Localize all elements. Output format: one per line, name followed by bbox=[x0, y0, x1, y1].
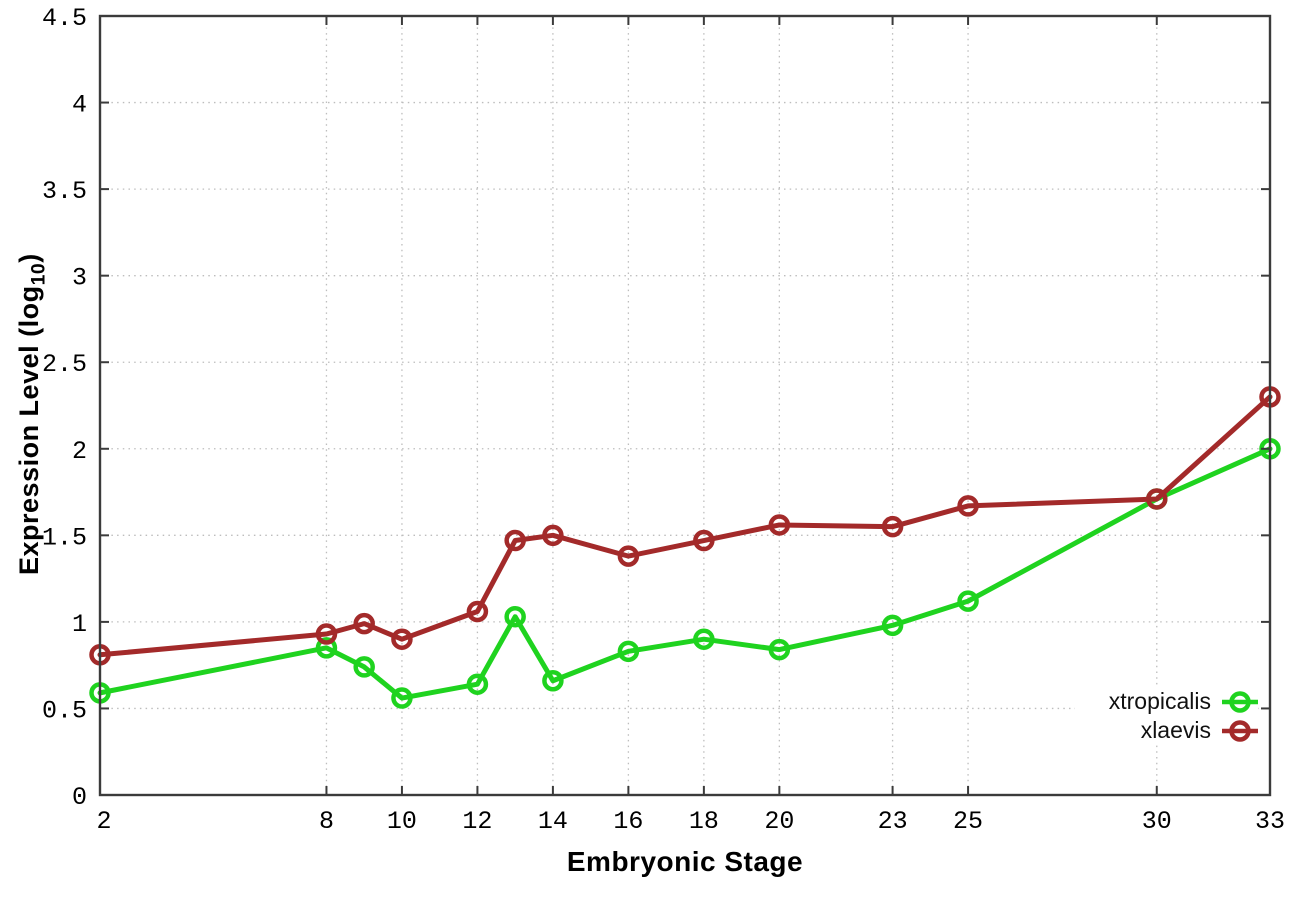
series-line-xtropicalis bbox=[97, 446, 1273, 701]
y-tick-label: 1 bbox=[72, 610, 87, 639]
data-point-xlaevis bbox=[504, 529, 526, 552]
plot-border bbox=[98, 14, 1272, 797]
data-point-xtropicalis bbox=[353, 656, 375, 678]
y-tick-label: 1.5 bbox=[42, 523, 87, 552]
y-tick-label: 2.5 bbox=[42, 350, 87, 379]
y-tick-label: 0.5 bbox=[42, 696, 87, 725]
y-axis-title: Expression Level (log10) bbox=[14, 253, 50, 575]
y-axis-title-subscript: 10 bbox=[27, 262, 50, 286]
x-tick-label: 10 bbox=[387, 807, 417, 836]
y-tick-label: 3.5 bbox=[42, 177, 87, 206]
data-point-xtropicalis bbox=[693, 628, 715, 650]
y-tick-label: 3 bbox=[72, 264, 87, 293]
data-point-xlaevis bbox=[315, 623, 338, 645]
data-point-xtropicalis bbox=[315, 637, 338, 659]
x-tick-label: 2 bbox=[96, 807, 111, 836]
y-axis-title-suffix: ) bbox=[14, 253, 44, 263]
data-point-xlaevis bbox=[768, 514, 791, 536]
data-point-xlaevis bbox=[466, 600, 489, 623]
data-point-xtropicalis bbox=[957, 590, 979, 612]
data-point-xtropicalis bbox=[617, 640, 640, 663]
y-tick-label: 4.5 bbox=[42, 4, 87, 33]
y-tick-label: 0 bbox=[72, 783, 87, 812]
legend-label: xtropicalis bbox=[1108, 688, 1211, 714]
legend-item-xlaevis: xlaevis bbox=[1075, 716, 1258, 745]
data-point-xtropicalis bbox=[768, 638, 791, 661]
x-tick-label: 12 bbox=[462, 807, 492, 836]
y-axis-title-text: Expression Level (log bbox=[14, 285, 44, 575]
legend-marker-icon bbox=[1222, 690, 1258, 713]
legend-marker-icon bbox=[1222, 719, 1258, 742]
x-tick-label: 33 bbox=[1255, 807, 1285, 836]
x-tick-label: 30 bbox=[1142, 807, 1172, 836]
x-axis-title: Embryonic Stage bbox=[566, 846, 804, 877]
x-tick-label: 16 bbox=[613, 807, 643, 836]
data-point-xlaevis bbox=[617, 545, 640, 567]
data-point-xtropicalis bbox=[391, 687, 413, 709]
y-tick-label: 2 bbox=[72, 437, 87, 466]
x-tick-label: 8 bbox=[319, 807, 334, 836]
data-point-xlaevis bbox=[542, 524, 564, 547]
x-tick-label: 14 bbox=[538, 807, 568, 836]
legend-item-xtropicalis: xtropicalis bbox=[1075, 687, 1258, 716]
legend-label: xlaevis bbox=[1140, 717, 1211, 743]
x-tick-label: 18 bbox=[689, 807, 719, 836]
x-tick-label: 23 bbox=[878, 807, 908, 836]
data-point-xlaevis bbox=[1146, 488, 1168, 510]
series-line-xlaevis bbox=[97, 394, 1273, 658]
data-point-xtropicalis bbox=[504, 605, 526, 628]
data-point-xtropicalis bbox=[542, 669, 564, 692]
data-point-xlaevis bbox=[957, 495, 979, 517]
data-point-xlaevis bbox=[391, 628, 413, 650]
x-tick-label: 25 bbox=[953, 807, 983, 836]
x-tick-label: 20 bbox=[764, 807, 794, 836]
data-point-xtropicalis bbox=[881, 614, 904, 637]
y-tick-label: 4 bbox=[72, 91, 87, 120]
data-point-xtropicalis bbox=[466, 673, 489, 695]
data-point-xlaevis bbox=[693, 529, 715, 552]
data-point-xlaevis bbox=[881, 515, 904, 538]
data-point-xlaevis bbox=[353, 612, 375, 635]
chart-legend: xtropicalis xlaevis bbox=[1075, 687, 1258, 745]
